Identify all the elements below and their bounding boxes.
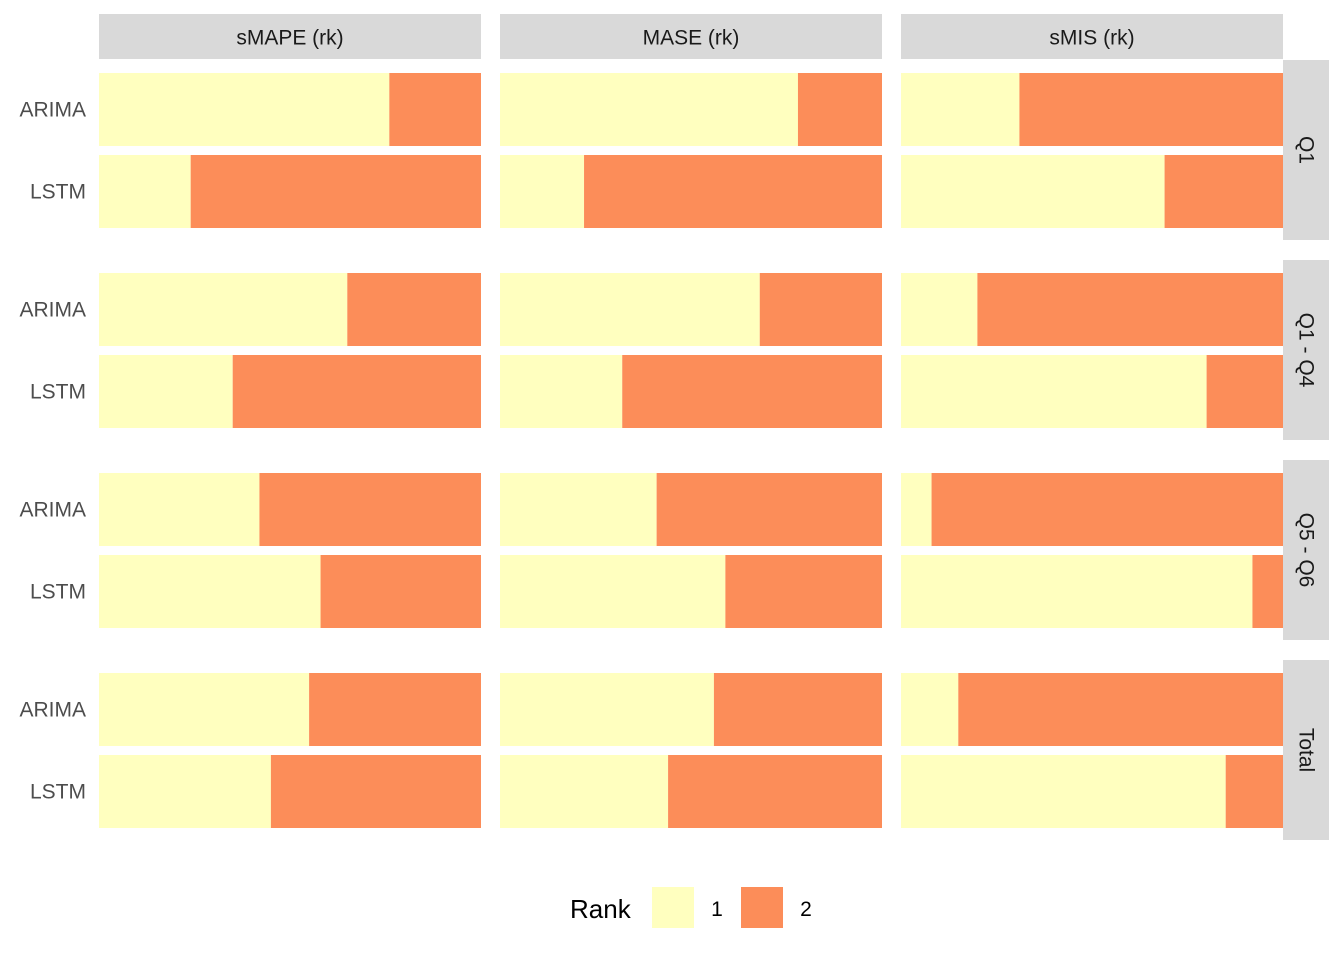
- bar-rank2-q1-mase-rk-lstm: [584, 155, 882, 228]
- y-tick-lstm-q1: LSTM: [30, 181, 86, 204]
- strip-label-q1-q4: Q1 - Q4: [1295, 313, 1318, 388]
- bar-rank1-q5-q6-smape-rk-lstm: [99, 555, 321, 628]
- bar-rank1-q1-q4-mase-rk-lstm: [500, 355, 623, 428]
- strip-label-q1: Q1: [1295, 136, 1318, 164]
- bar-rank1-q1-q4-smape-rk-lstm: [99, 355, 233, 428]
- bar-rank2-q1-q4-smis-rk-lstm: [1206, 355, 1283, 428]
- y-tick-arima-total: ARIMA: [19, 699, 86, 722]
- legend-key-2: [741, 887, 783, 928]
- bar-rank2-q5-q6-smis-rk-arima: [931, 473, 1283, 546]
- chart-panels: [99, 73, 1283, 828]
- bar-rank1-q5-q6-mase-rk-arima: [500, 473, 657, 546]
- bar-rank2-q5-q6-mase-rk-arima: [656, 473, 882, 546]
- bar-rank2-q1-q4-smis-rk-arima: [977, 273, 1283, 346]
- bar-rank2-q5-q6-smape-rk-lstm: [320, 555, 481, 628]
- bar-rank2-q1-smis-rk-lstm: [1164, 155, 1283, 228]
- y-tick-arima-q5-q6: ARIMA: [19, 499, 86, 522]
- bar-rank1-q1-q4-smis-rk-arima: [901, 273, 978, 346]
- legend: Rank 1 2: [570, 887, 812, 928]
- row-strips: Q1 Q1 - Q4 Q5 - Q6 Total: [1283, 60, 1329, 840]
- bar-rank2-q5-q6-smis-rk-lstm: [1252, 555, 1283, 628]
- y-tick-lstm-q1-q4: LSTM: [30, 381, 86, 404]
- y-tick-lstm-total: LSTM: [30, 781, 86, 804]
- strip-bg-total: [1283, 660, 1329, 840]
- bar-rank2-q1-q4-mase-rk-arima: [759, 273, 882, 346]
- bar-rank2-total-smape-rk-lstm: [270, 755, 481, 828]
- strip-label-total: Total: [1295, 728, 1318, 772]
- strip-bg-q5-q6: [1283, 460, 1329, 640]
- bar-rank1-q1-smis-rk-arima: [901, 73, 1020, 146]
- strip-bg-mase-rk: [500, 14, 882, 59]
- bar-rank2-q1-q4-smape-rk-lstm: [232, 355, 481, 428]
- bar-rank1-total-smis-rk-lstm: [901, 755, 1226, 828]
- bar-rank2-total-smis-rk-arima: [958, 673, 1283, 746]
- y-tick-lstm-q5-q6: LSTM: [30, 581, 86, 604]
- bar-rank1-q5-q6-mase-rk-lstm: [500, 555, 726, 628]
- bar-rank2-q1-smape-rk-lstm: [190, 155, 481, 228]
- legend-label-1: 1: [711, 898, 723, 921]
- bar-rank1-total-mase-rk-lstm: [500, 755, 669, 828]
- bar-rank1-q1-mase-rk-lstm: [500, 155, 585, 228]
- bar-rank2-total-smape-rk-arima: [309, 673, 481, 746]
- bar-rank2-q5-q6-smape-rk-arima: [259, 473, 481, 546]
- bar-rank1-q1-q4-mase-rk-arima: [500, 273, 760, 346]
- bar-rank1-total-smape-rk-arima: [99, 673, 310, 746]
- bar-rank1-q5-q6-smis-rk-lstm: [901, 555, 1253, 628]
- bar-rank2-q1-smape-rk-arima: [389, 73, 481, 146]
- strip-bg-q1: [1283, 60, 1329, 240]
- bar-rank2-total-mase-rk-lstm: [668, 755, 882, 828]
- strip-bg-q1-q4: [1283, 260, 1329, 440]
- strip-bg-smis-rk: [901, 14, 1283, 59]
- legend-label-2: 2: [800, 898, 812, 921]
- legend-key-1: [652, 887, 694, 928]
- bar-rank2-q1-q4-smape-rk-arima: [347, 273, 481, 346]
- bar-rank2-q1-smis-rk-arima: [1019, 73, 1283, 146]
- bar-rank2-q1-q4-mase-rk-lstm: [622, 355, 882, 428]
- bar-rank2-total-mase-rk-arima: [713, 673, 882, 746]
- legend-title: Rank: [570, 894, 632, 924]
- strip-label-mase-rk: MASE (rk): [643, 27, 740, 50]
- bar-rank1-q1-mase-rk-arima: [500, 73, 798, 146]
- bar-rank1-q5-q6-smis-rk-arima: [901, 473, 932, 546]
- bar-rank1-q5-q6-smape-rk-arima: [99, 473, 260, 546]
- bar-rank1-q1-q4-smis-rk-lstm: [901, 355, 1207, 428]
- y-axis-tick-labels: ARIMA LSTM ARIMA LSTM ARIMA LSTM ARIMA LSTM: [19, 99, 86, 804]
- y-tick-arima-q1: ARIMA: [19, 99, 86, 122]
- bar-rank1-total-mase-rk-arima: [500, 673, 714, 746]
- strip-label-smis-rk: sMIS (rk): [1049, 27, 1134, 50]
- y-tick-arima-q1-q4: ARIMA: [19, 299, 86, 322]
- bar-rank1-q1-smis-rk-lstm: [901, 155, 1165, 228]
- bar-rank2-q1-mase-rk-arima: [797, 73, 882, 146]
- bar-rank1-q1-smape-rk-lstm: [99, 155, 191, 228]
- bar-rank2-q5-q6-mase-rk-lstm: [725, 555, 882, 628]
- bar-rank1-q1-smape-rk-arima: [99, 73, 390, 146]
- bar-rank2-total-smis-rk-lstm: [1225, 755, 1283, 828]
- bar-rank1-total-smape-rk-lstm: [99, 755, 271, 828]
- strip-bg-smape-rk: [99, 14, 481, 59]
- strip-label-smape-rk: sMAPE (rk): [236, 27, 343, 50]
- strip-label-q5-q6: Q5 - Q6: [1295, 513, 1318, 588]
- column-strips: sMAPE (rk) MASE (rk) sMIS (rk): [99, 14, 1283, 59]
- bar-rank1-q1-q4-smape-rk-arima: [99, 273, 348, 346]
- bar-rank1-total-smis-rk-arima: [901, 673, 959, 746]
